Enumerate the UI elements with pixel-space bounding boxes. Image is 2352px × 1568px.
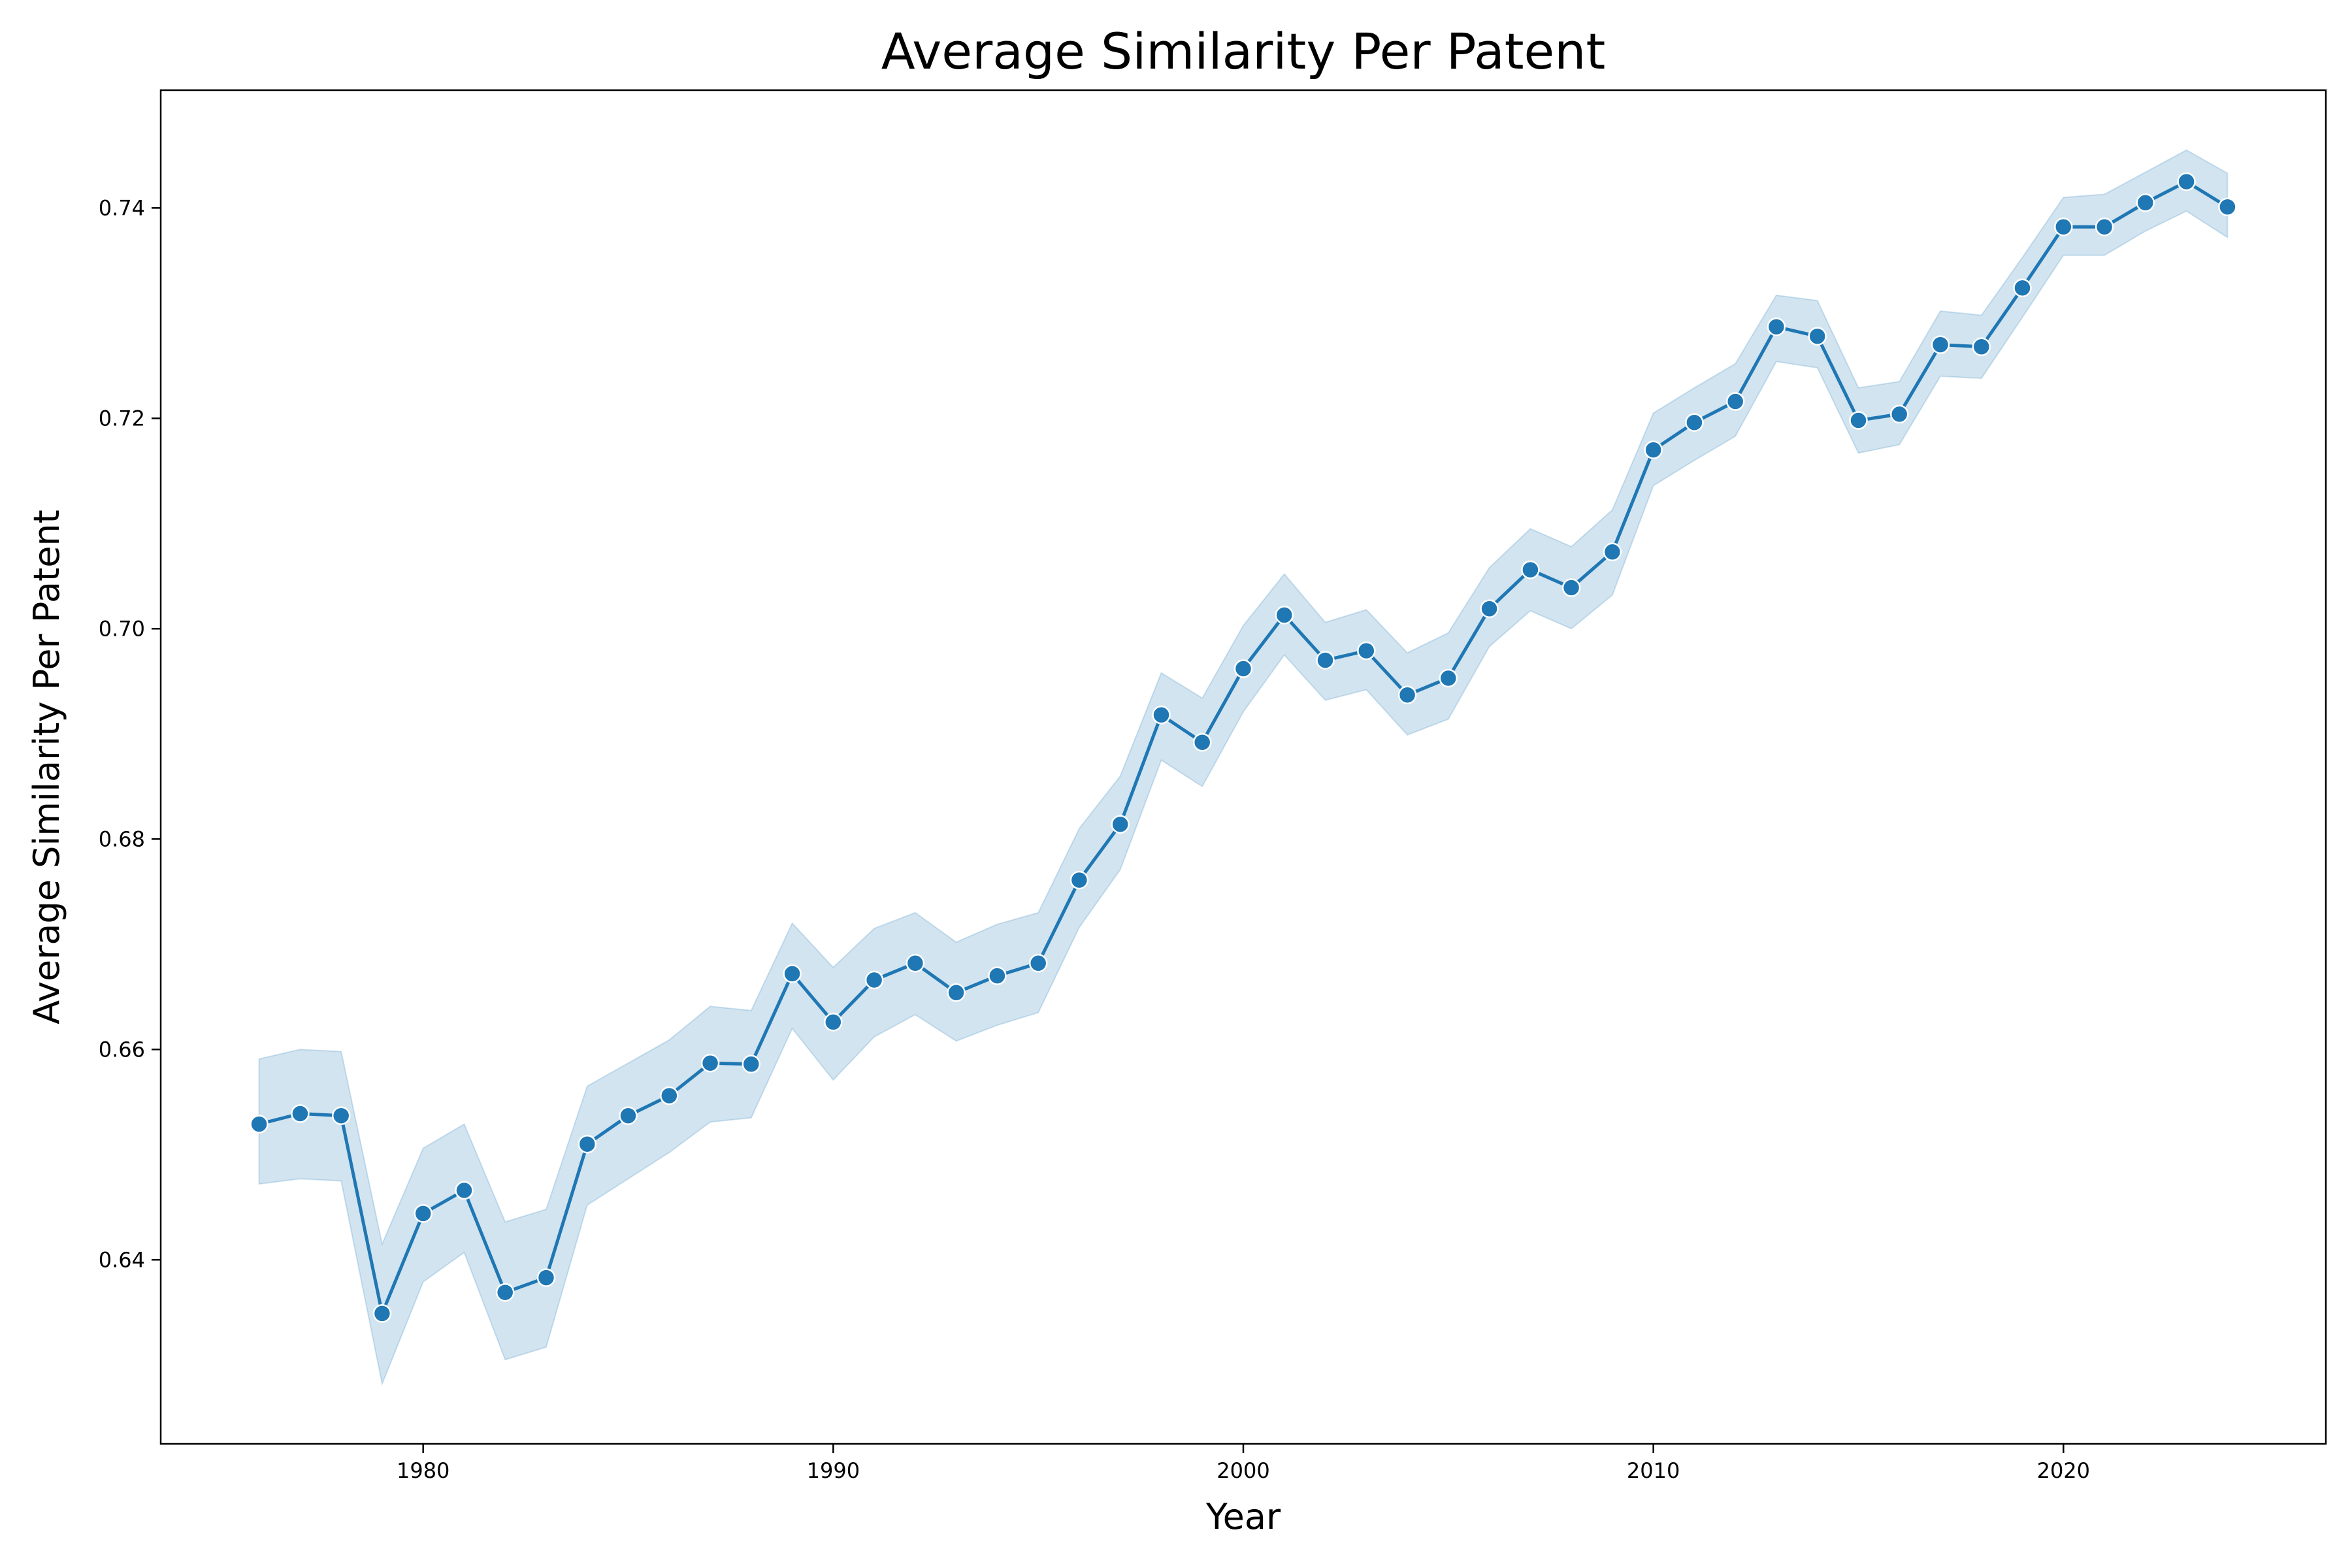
y-tick-label: 0.68 [99, 826, 145, 851]
data-point [1522, 561, 1539, 578]
data-point [1317, 652, 1334, 669]
data-point [1686, 414, 1703, 431]
data-point [1727, 393, 1744, 410]
data-point [1563, 580, 1580, 596]
data-point [456, 1182, 473, 1199]
data-point [1850, 412, 1867, 429]
x-tick-label: 2000 [1217, 1458, 1269, 1483]
data-point [2137, 194, 2154, 211]
x-tick-label: 2010 [1627, 1458, 1680, 1483]
y-axis-label: Average Similarity Per Patent [26, 510, 67, 1024]
data-point [1604, 544, 1621, 561]
data-point [948, 984, 965, 1001]
chart-title: Average Similarity Per Patent [881, 22, 1606, 80]
data-point [333, 1107, 350, 1124]
y-tick-label: 0.70 [99, 616, 145, 641]
data-point [2096, 218, 2113, 235]
data-point [1235, 661, 1252, 678]
data-point [1481, 600, 1498, 617]
data-point [291, 1105, 308, 1122]
data-point [374, 1305, 391, 1322]
data-point [1358, 642, 1375, 659]
data-point [1276, 606, 1293, 623]
data-point [2055, 218, 2072, 235]
x-tick-label: 2020 [2037, 1458, 2090, 1483]
x-tick-label: 1990 [807, 1458, 860, 1483]
data-point [1030, 955, 1047, 972]
data-point [251, 1116, 268, 1133]
data-point [1932, 336, 1949, 353]
y-tick-label: 0.64 [99, 1247, 145, 1272]
data-point [1768, 318, 1785, 335]
data-point [1153, 706, 1170, 723]
data-point [1645, 442, 1662, 459]
data-point [907, 955, 924, 972]
data-point [579, 1135, 596, 1152]
data-point [661, 1087, 678, 1104]
data-point [497, 1284, 514, 1301]
data-point [1194, 734, 1211, 751]
data-point [2178, 173, 2195, 190]
data-point [702, 1054, 719, 1071]
data-point [2219, 199, 2236, 216]
data-point [1112, 816, 1129, 833]
data-point [866, 972, 883, 988]
data-point [2014, 280, 2031, 297]
data-point [784, 965, 801, 982]
data-point [538, 1269, 555, 1286]
data-point [1399, 687, 1416, 704]
y-tick-label: 0.66 [99, 1037, 145, 1062]
data-point [1440, 670, 1457, 687]
data-point [743, 1056, 760, 1073]
data-point [825, 1013, 841, 1030]
data-point [1891, 406, 1908, 423]
x-axis-label: Year [1205, 1496, 1281, 1537]
data-point [1071, 872, 1088, 889]
data-point [988, 968, 1005, 985]
y-tick-label: 0.74 [99, 195, 145, 220]
data-point [1973, 338, 1990, 355]
data-point [620, 1107, 637, 1124]
x-tick-label: 1980 [397, 1458, 449, 1483]
y-tick-label: 0.72 [99, 406, 145, 431]
data-point [1809, 328, 1826, 345]
data-point [415, 1205, 432, 1222]
